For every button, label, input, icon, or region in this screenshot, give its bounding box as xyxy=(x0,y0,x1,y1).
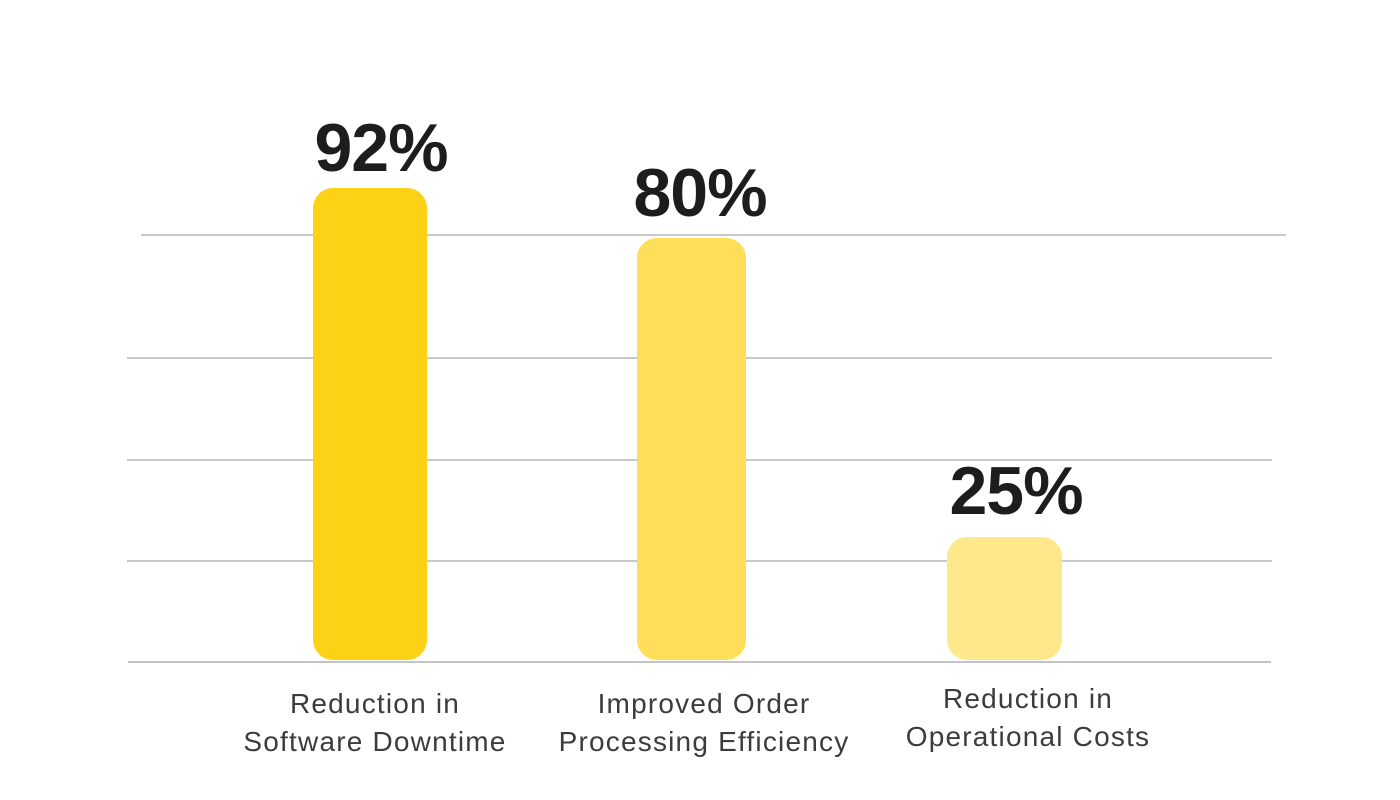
value-label-improved-order-processing-efficiency: 80% xyxy=(633,155,767,231)
bar-reduction-operational-costs xyxy=(947,537,1062,660)
category-label-improved-order-processing-efficiency: Improved Order Processing Efficiency xyxy=(559,685,850,761)
category-label-line: Operational Costs xyxy=(905,721,1151,752)
category-label-reduction-operational-costs: Reduction in Operational Costs xyxy=(906,680,1151,756)
category-label-line: Reduction in xyxy=(942,683,1114,714)
category-label-line: Software Downtime xyxy=(243,726,507,757)
bar-reduction-software-downtime xyxy=(313,188,427,660)
category-label-line: Reduction in xyxy=(289,688,461,719)
value-label-reduction-software-downtime: 92% xyxy=(314,110,448,186)
value-label-reduction-operational-costs: 25% xyxy=(949,453,1083,529)
category-label-line: Processing Efficiency xyxy=(558,726,850,757)
category-label-reduction-software-downtime: Reduction in Software Downtime xyxy=(243,685,506,761)
baseline-axis xyxy=(128,661,1271,663)
gridline-1 xyxy=(141,234,1286,236)
category-label-line: Improved Order xyxy=(597,688,811,719)
bar-improved-order-processing-efficiency xyxy=(637,238,746,660)
